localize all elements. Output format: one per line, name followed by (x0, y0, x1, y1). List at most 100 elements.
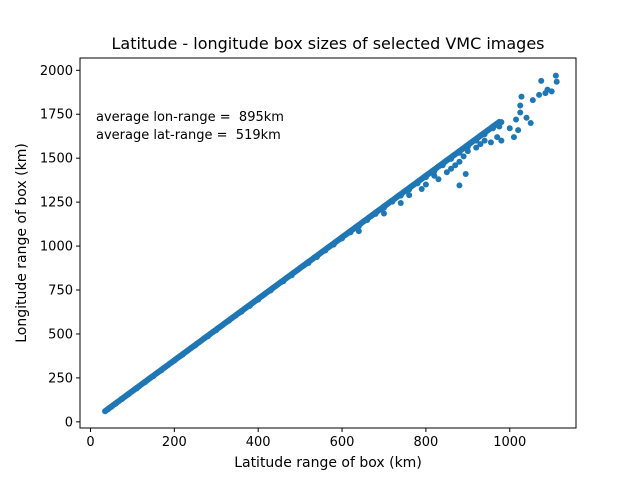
annotation-lat-range: average lat-range = 519km (96, 128, 281, 143)
scatter-point (238, 308, 245, 315)
scatter-point (481, 137, 488, 144)
y-tick-label: 500 (48, 327, 73, 342)
scatter-point (460, 153, 467, 160)
scatter-point (364, 217, 371, 224)
scatter-point (431, 168, 438, 175)
scatter-point (464, 148, 471, 155)
scatter-point (536, 91, 543, 98)
scatter-point (462, 171, 469, 178)
scatter-point (464, 143, 471, 150)
scatter-point (213, 327, 220, 334)
scatter-point (548, 88, 555, 95)
scatter-point (380, 210, 387, 217)
scatter-point (517, 109, 524, 116)
scatter-point (339, 235, 346, 242)
scatter-point (305, 259, 312, 266)
y-tick-label: 0 (65, 415, 73, 430)
scatter-point (355, 228, 362, 235)
scatter-point (288, 272, 295, 279)
y-tick-label: 250 (48, 371, 73, 386)
scatter-point (473, 137, 480, 144)
scatter-point (439, 162, 446, 169)
scatter-point (397, 192, 404, 199)
scatter-point (355, 223, 362, 230)
scatter-point (179, 351, 186, 358)
scatter-point (498, 137, 505, 144)
scatter-point (112, 400, 119, 407)
scatter-point (267, 287, 274, 294)
scatter-point (225, 317, 232, 324)
x-tick-label: 400 (246, 435, 271, 450)
scatter-point (406, 192, 413, 199)
scatter-point (487, 139, 494, 146)
scatter-point (456, 149, 463, 156)
scatter-point (477, 141, 484, 148)
y-tick-label: 1500 (40, 152, 73, 167)
x-tick-label: 1000 (493, 435, 526, 450)
scatter-point (515, 127, 522, 134)
x-axis-label: Latitude range of box (km) (234, 455, 422, 471)
scatter-point (389, 198, 396, 205)
scatter-point (506, 125, 513, 132)
scatter-point (435, 176, 442, 183)
scatter-point (422, 181, 429, 188)
scatter-point (452, 162, 459, 169)
scatter-point (527, 120, 534, 127)
scatter-point (552, 72, 559, 79)
scatter-point (443, 169, 450, 176)
scatter-point (456, 182, 463, 189)
scatter-point (523, 114, 530, 121)
scatter-point (431, 172, 438, 179)
scatter-point (489, 125, 496, 132)
y-axis-label: Longitude range of box (km) (14, 143, 30, 343)
scatter-point (313, 253, 320, 260)
scatter-point (418, 185, 425, 192)
scatter-point (481, 131, 488, 138)
annotation-lon-range: average lon-range = 895km (96, 110, 284, 125)
scatter-point (133, 385, 140, 392)
scatter-point (513, 116, 520, 123)
scatter-point (473, 144, 480, 151)
scatter-point (280, 278, 287, 285)
scatter-point (204, 333, 211, 340)
scatter-point (422, 174, 429, 181)
scatter-point (192, 342, 199, 349)
y-tick-label: 2000 (40, 64, 73, 79)
scatter-point (150, 373, 157, 380)
scatter-point (510, 134, 517, 141)
scatter-point (125, 391, 132, 398)
y-tick-label: 1000 (40, 240, 73, 255)
scatter-point (255, 296, 262, 303)
scatter-point (380, 204, 387, 211)
scatter-point (496, 123, 503, 130)
axis-ticks: 0 200 400 600 800 1000 0 250 500 750 1000 1250 1500 1… (40, 64, 526, 450)
scatter-point (494, 134, 501, 141)
scatter-point (118, 395, 125, 402)
scatter-point (518, 93, 525, 100)
scatter-point (141, 379, 148, 386)
y-tick-label: 1750 (40, 108, 73, 123)
scatter-point (322, 247, 329, 254)
scatter-point (406, 186, 413, 193)
x-tick-label: 0 (86, 435, 94, 450)
scatter-point (553, 78, 560, 85)
scatter-point (529, 97, 536, 104)
y-tick-label: 1250 (40, 196, 73, 211)
scatter-point (456, 158, 463, 165)
scatter-point (448, 155, 455, 162)
scatter-point (448, 165, 455, 172)
scatter-point (330, 241, 337, 248)
x-tick-label: 600 (330, 435, 355, 450)
scatter-point (397, 200, 404, 207)
scatter-point (538, 77, 545, 84)
scatter-point (372, 210, 379, 217)
y-tick-label: 750 (48, 284, 73, 299)
scatter-point (246, 302, 253, 309)
scatter-point (108, 403, 115, 410)
scatter-point (171, 357, 178, 364)
x-tick-label: 200 (162, 435, 187, 450)
scatter-point (414, 180, 421, 187)
scatter-point (517, 102, 524, 109)
scatter-points (102, 72, 560, 415)
